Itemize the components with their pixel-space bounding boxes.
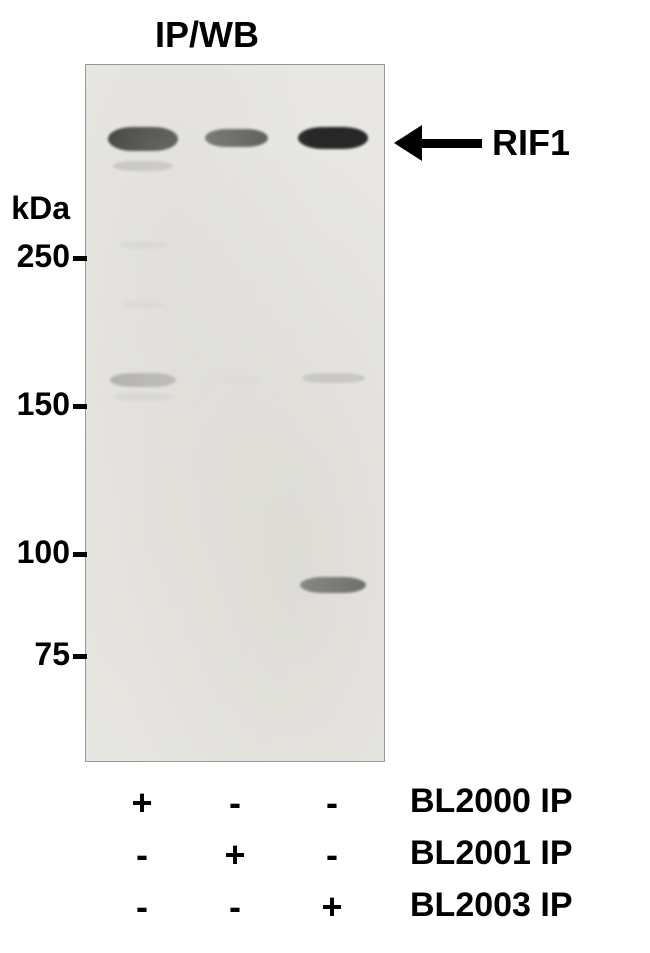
kda-marker-label: 150 [0,386,70,423]
kda-marker-label: 100 [0,534,70,571]
blot-band [110,373,177,387]
lane-mark: - [312,834,352,876]
arrow-head-icon [394,125,422,161]
blot-band [113,393,173,401]
lane-row-label: BL2001 IP [410,834,573,873]
kda-marker-label: 250 [0,238,70,275]
kda-tick [73,654,87,659]
figure-title: IP/WB [155,14,259,56]
blot-band [212,375,261,383]
lane-mark: + [312,886,352,928]
blot-band [298,127,368,149]
lane-mark: - [122,834,162,876]
lane-mark: - [215,886,255,928]
arrow-shaft [422,139,482,148]
band-arrow: RIF1 [394,122,570,164]
blot-band [205,129,268,147]
blot-band [302,373,365,383]
blot-band [113,161,173,171]
lane-mark: + [122,782,162,824]
kda-tick [73,404,87,409]
kda-tick [73,552,87,557]
blot-band [119,241,168,249]
western-blot-image [85,64,385,762]
arrow-label: RIF1 [492,122,570,164]
lane-mark: + [215,834,255,876]
kda-tick [73,256,87,261]
kda-marker-label: 75 [0,636,70,673]
kda-unit-label: kDa [0,190,70,227]
blot-band [300,577,367,593]
blot-band [122,301,164,309]
lane-mark: - [122,886,162,928]
blot-band [108,127,178,151]
lane-row-label: BL2003 IP [410,886,573,925]
lane-row-label: BL2000 IP [410,782,573,821]
lane-mark: - [312,782,352,824]
lane-mark: - [215,782,255,824]
